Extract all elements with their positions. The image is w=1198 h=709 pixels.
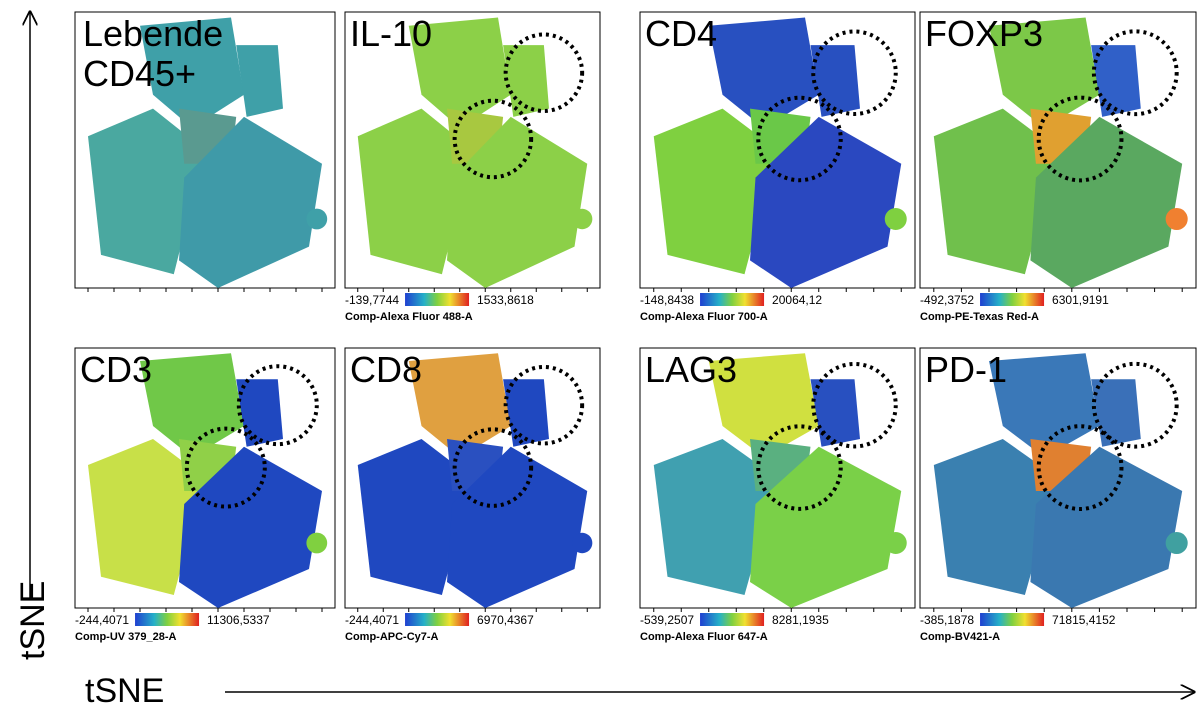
panel-label: FOXP3 [925, 13, 1043, 54]
cluster [236, 379, 283, 447]
channel-name: Comp-APC-Cy7-A [345, 631, 439, 643]
scale-min: -244,4071 [345, 613, 399, 627]
figure: tSNE tSNE LebendeCD45+ IL-10 -139,7744 1533… [0, 0, 1198, 709]
panel-label: Lebende [83, 13, 223, 54]
x-axis-label: tSNE [85, 672, 164, 709]
channel-name: Comp-BV421-A [920, 631, 1000, 643]
panel-label: LAG3 [645, 349, 737, 390]
cluster [572, 209, 592, 229]
y-axis-label: tSNE [14, 581, 52, 660]
channel-name: Comp-UV 379_28-A [75, 631, 177, 643]
cluster [885, 532, 907, 554]
channel-name: Comp-Alexa Fluor 647-A [640, 631, 768, 643]
scale-min: -539,2507 [640, 613, 694, 627]
scale-max: 20064,12 [772, 293, 822, 307]
cluster [306, 209, 327, 230]
panel-label: CD8 [350, 349, 422, 390]
cluster [1166, 208, 1188, 230]
cluster [236, 45, 283, 117]
scale-max: 8281,1935 [772, 613, 829, 627]
color-bar [980, 293, 1044, 306]
scale-max: 6970,4367 [477, 613, 534, 627]
scale-max: 1533,8618 [477, 293, 534, 307]
color-bar [135, 613, 199, 626]
scale-min: -385,1878 [920, 613, 974, 627]
cluster [306, 533, 327, 554]
cluster [1091, 379, 1141, 447]
scale-min: -492,3752 [920, 293, 974, 307]
panel-label: PD-1 [925, 349, 1007, 390]
channel-name: Comp-Alexa Fluor 488-A [345, 311, 473, 323]
color-bar [405, 613, 469, 626]
cluster [572, 533, 592, 553]
channel-name: Comp-PE-Texas Red-A [920, 311, 1039, 323]
scale-max: 11306,5337 [207, 613, 270, 627]
color-bar [405, 293, 469, 306]
scale-min: -244,4071 [75, 613, 129, 627]
panel-label: CD3 [80, 349, 152, 390]
color-bar [700, 293, 764, 306]
panel-label: CD45+ [83, 53, 196, 94]
cluster [811, 379, 861, 447]
channel-name: Comp-Alexa Fluor 700-A [640, 311, 768, 323]
cluster [885, 208, 907, 230]
cluster [1166, 532, 1188, 554]
scale-min: -139,7744 [345, 293, 399, 307]
color-bar [980, 613, 1044, 626]
panel-label: IL-10 [350, 13, 432, 54]
panel-label: CD4 [645, 13, 717, 54]
scale-max: 6301,9191 [1052, 293, 1109, 307]
scale-min: -148,8438 [640, 293, 694, 307]
scale-max: 71815,4152 [1052, 613, 1116, 627]
color-bar [700, 613, 764, 626]
cluster [503, 379, 549, 447]
